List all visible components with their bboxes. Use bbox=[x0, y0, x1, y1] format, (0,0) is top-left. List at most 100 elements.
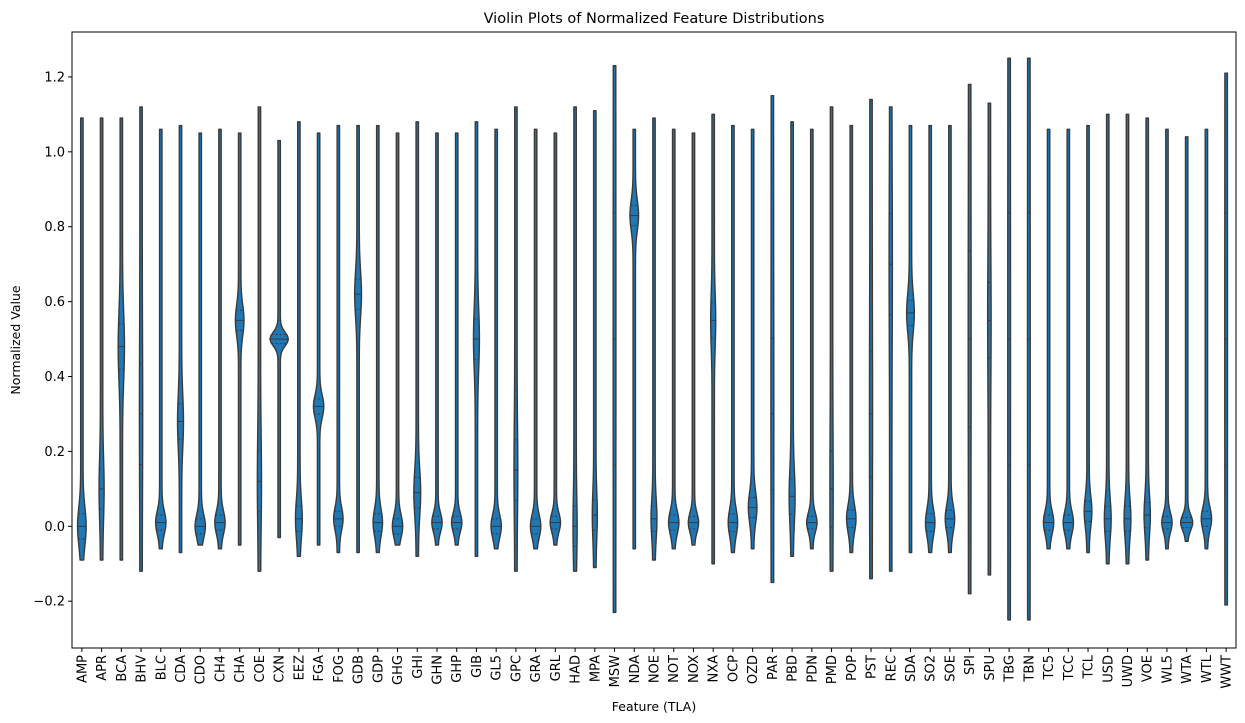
y-tick-label: −0.2 bbox=[33, 595, 65, 610]
x-tick-label: WTL bbox=[1200, 654, 1215, 683]
x-tick-label: PDN bbox=[805, 655, 820, 683]
x-tick-label: TBN bbox=[1022, 655, 1037, 683]
x-tick-label: EEZ bbox=[292, 655, 307, 680]
x-tick-label: GL5 bbox=[490, 655, 505, 681]
violin-tc5 bbox=[1042, 128, 1055, 550]
chart-title: Violin Plots of Normalized Feature Distr… bbox=[484, 11, 825, 27]
x-tick-label: USD bbox=[1101, 655, 1116, 683]
violin-ocp bbox=[727, 124, 739, 554]
violin-voe bbox=[1143, 117, 1152, 561]
violin-wl5 bbox=[1161, 128, 1173, 550]
y-tick-label: 0.4 bbox=[44, 370, 65, 385]
violin-fga bbox=[312, 132, 325, 546]
x-tick-label: TC5 bbox=[1042, 655, 1057, 681]
x-tick-label: TCC bbox=[1062, 655, 1077, 681]
y-axis-label: Normalized Value bbox=[8, 285, 23, 394]
violin-ozd bbox=[747, 128, 758, 550]
x-tick-label: FGA bbox=[312, 655, 327, 682]
y-tick-label: 1.2 bbox=[44, 70, 65, 85]
violin-pmd bbox=[829, 106, 834, 572]
x-tick-label: UWD bbox=[1121, 655, 1136, 687]
violin-pdn bbox=[806, 128, 818, 550]
x-tick-label: PST bbox=[865, 655, 880, 679]
violin-sda bbox=[905, 124, 916, 554]
violin-ghn bbox=[431, 132, 443, 546]
x-tick-label: NOT bbox=[667, 655, 682, 683]
x-tick-label: REC bbox=[884, 655, 899, 681]
x-axis-label: Feature (TLA) bbox=[612, 699, 696, 714]
y-tick-label: 0.6 bbox=[44, 295, 65, 310]
y-axis: −0.2 0.0 0.2 0.4 0.6 0.8 1.0 1.2 bbox=[33, 70, 72, 610]
x-tick-label: WTA bbox=[1180, 655, 1195, 684]
x-tick-label: CDA bbox=[174, 655, 189, 683]
x-tick-label: SPI bbox=[963, 655, 978, 675]
y-tick-label: 1.0 bbox=[44, 145, 65, 160]
x-tick-label: GDB bbox=[352, 655, 367, 684]
violin-gpc bbox=[513, 106, 519, 572]
x-tick-label: GHN bbox=[430, 655, 445, 685]
violin-gdb bbox=[353, 124, 363, 554]
violin-soe bbox=[944, 124, 956, 554]
y-tick-label: 0.2 bbox=[44, 445, 65, 460]
x-tick-label: MPA bbox=[588, 655, 603, 682]
x-tick-label: SO2 bbox=[924, 655, 939, 682]
violin-bhv bbox=[138, 106, 144, 572]
violin-amp bbox=[76, 117, 87, 561]
violin-nxa bbox=[709, 113, 717, 565]
violin-pbd bbox=[788, 121, 796, 557]
violin-so2 bbox=[924, 124, 936, 554]
violin-noe bbox=[650, 117, 658, 561]
violin-ghp bbox=[450, 132, 463, 546]
x-tick-label: BLC bbox=[154, 655, 169, 680]
x-tick-label: CHA bbox=[233, 655, 248, 683]
violin-mpa bbox=[591, 109, 599, 569]
x-tick-label: BCA bbox=[115, 655, 130, 682]
violin-gl5 bbox=[490, 128, 503, 550]
x-tick-label: PMD bbox=[825, 655, 840, 684]
violin-wta bbox=[1179, 136, 1194, 542]
x-tick-label: GIB bbox=[470, 655, 485, 678]
violin-cdo bbox=[194, 132, 207, 546]
violin-bca bbox=[117, 117, 126, 561]
x-tick-label: CH4 bbox=[213, 655, 228, 682]
x-tick-label: NXA bbox=[707, 655, 722, 683]
violin-gdp bbox=[372, 124, 384, 554]
violin-tcl bbox=[1083, 124, 1093, 554]
x-tick-label: OCP bbox=[726, 655, 741, 682]
violin-fog bbox=[332, 124, 344, 554]
violin-gra bbox=[529, 128, 542, 550]
x-tick-label: SDA bbox=[904, 655, 919, 682]
x-tick-label: NDA bbox=[628, 655, 643, 684]
violin-cda bbox=[176, 124, 185, 554]
x-tick-label: SPU bbox=[983, 655, 998, 681]
violin-nda bbox=[629, 128, 640, 550]
x-tick-label: HAD bbox=[569, 655, 584, 684]
violin-ch4 bbox=[214, 128, 226, 550]
violin-ghi bbox=[413, 121, 422, 557]
x-tick-label: WWT bbox=[1220, 655, 1235, 689]
violin-usd bbox=[1103, 113, 1112, 565]
x-tick-label: NOE bbox=[648, 655, 663, 683]
x-tick-label: BHV bbox=[135, 655, 150, 683]
x-tick-label: GRA bbox=[529, 655, 544, 683]
y-tick-label: 0.0 bbox=[44, 520, 65, 535]
violin-not bbox=[667, 128, 680, 550]
x-tick-label: AMP bbox=[75, 655, 90, 683]
x-tick-label: WL5 bbox=[1160, 655, 1175, 683]
violin-blc bbox=[154, 128, 167, 550]
x-tick-label: APR bbox=[95, 655, 110, 681]
x-tick-label: POP bbox=[845, 655, 860, 681]
violin-rec bbox=[888, 106, 894, 572]
violin-wtl bbox=[1200, 128, 1213, 550]
x-tick-label: CDO bbox=[194, 655, 209, 684]
violin-pop bbox=[845, 124, 857, 554]
violin-spu bbox=[986, 102, 992, 576]
x-tick-label: GHG bbox=[391, 655, 406, 685]
violin-grl bbox=[549, 132, 562, 546]
x-tick-label: CXN bbox=[273, 655, 288, 683]
violin-par bbox=[770, 94, 775, 584]
violin-ghg bbox=[391, 132, 404, 546]
violin-coe bbox=[256, 106, 263, 572]
x-tick-label: OZD bbox=[746, 655, 761, 684]
x-tick-label: GHP bbox=[450, 655, 465, 683]
